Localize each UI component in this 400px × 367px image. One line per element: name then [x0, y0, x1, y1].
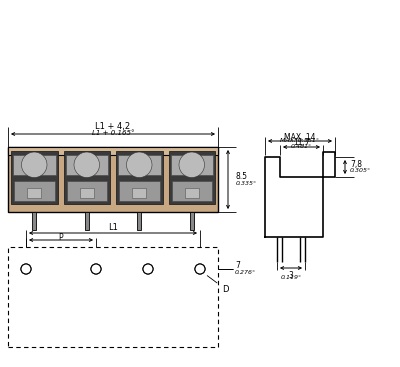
Text: 0.461°: 0.461° [291, 145, 312, 149]
Circle shape [195, 264, 205, 274]
Circle shape [91, 264, 101, 274]
Circle shape [143, 264, 153, 274]
Bar [66, 181, 107, 201]
Bar [116, 151, 162, 204]
Text: L1: L1 [108, 224, 118, 233]
Circle shape [22, 152, 47, 178]
Circle shape [74, 152, 100, 178]
Circle shape [91, 264, 101, 274]
Text: P: P [59, 233, 63, 241]
Bar [137, 212, 141, 230]
Bar [8, 147, 218, 155]
Text: 3: 3 [288, 271, 294, 280]
Circle shape [179, 152, 204, 178]
Text: 0.276°: 0.276° [235, 270, 256, 276]
Bar [118, 155, 160, 175]
Bar [14, 181, 54, 201]
Circle shape [21, 264, 31, 274]
Bar [13, 155, 56, 175]
Text: 0.119°: 0.119° [280, 275, 302, 280]
Bar [119, 181, 160, 201]
Text: MAX. 0.551°: MAX. 0.551° [280, 138, 320, 143]
Circle shape [126, 152, 152, 178]
Bar [32, 212, 36, 230]
Text: 0.335°: 0.335° [236, 181, 257, 186]
Bar [8, 247, 218, 347]
Text: 11,7: 11,7 [293, 138, 310, 148]
Text: 7,8: 7,8 [350, 160, 362, 170]
Bar [168, 151, 215, 204]
Circle shape [143, 264, 153, 274]
Text: L1 + 4,2: L1 + 4,2 [96, 123, 130, 131]
Bar [85, 212, 89, 230]
Circle shape [195, 264, 205, 274]
Bar [27, 188, 41, 198]
Text: MAX. 14: MAX. 14 [284, 132, 316, 142]
Bar [132, 188, 146, 198]
Text: 7: 7 [235, 262, 240, 270]
Text: 8.5: 8.5 [236, 172, 248, 181]
Bar [185, 188, 199, 198]
Circle shape [21, 264, 31, 274]
Bar [172, 181, 212, 201]
Text: L1 + 0.165°: L1 + 0.165° [92, 130, 134, 136]
Bar [8, 147, 218, 212]
Bar [11, 151, 58, 204]
Bar [190, 212, 194, 230]
Text: 0.305°: 0.305° [350, 168, 371, 174]
Bar [170, 155, 213, 175]
Bar [66, 155, 108, 175]
Bar [64, 151, 110, 204]
Bar [80, 188, 94, 198]
Text: D: D [207, 276, 228, 294]
